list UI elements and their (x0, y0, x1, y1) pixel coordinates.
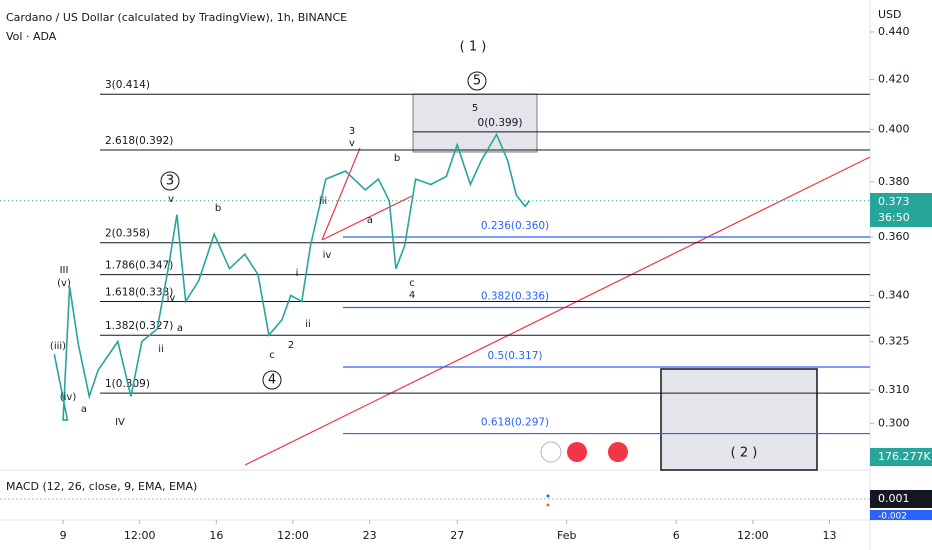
wave-label: i (296, 268, 299, 279)
wave-label: iv (323, 250, 332, 261)
wave-label: III (60, 265, 69, 276)
x-tick-label: 6 (673, 529, 680, 542)
x-tick-label: Feb (557, 529, 576, 542)
wave-label: ii (158, 344, 164, 355)
wave-label: ( 2 ) (731, 446, 758, 461)
wave-circle (262, 370, 282, 390)
price-badge (870, 193, 932, 227)
wave-label: b (394, 153, 400, 164)
wave-label: 5 (472, 103, 478, 114)
signal-badge (870, 510, 932, 520)
target-box (412, 93, 538, 153)
fib-label: 2(0.358) (105, 228, 150, 240)
wave-label: ii (305, 319, 311, 330)
macd-badge (870, 490, 932, 508)
icon[interactable] (567, 442, 587, 462)
fib-label: 1.618(0.338) (105, 286, 173, 298)
y-tick-label: 0.340 (878, 288, 910, 301)
trendline (321, 195, 413, 241)
y-tick-label: 0.400 (878, 122, 910, 135)
y-tick-label: 0.420 (878, 73, 910, 86)
y-tick-label: 0.360 (878, 230, 910, 243)
fib-label: 1.382(0.327) (105, 320, 173, 332)
target-box (660, 368, 818, 471)
x-tick-label: 23 (363, 529, 377, 542)
wave-label: 3 (166, 174, 174, 189)
signal-value: -0.002 (878, 512, 907, 522)
wave-label: a (177, 323, 183, 334)
y-tick-label: 0.440 (878, 25, 910, 38)
macd-point (546, 503, 550, 507)
macd-value: 0.001 (878, 492, 910, 505)
wave-circle (160, 171, 180, 191)
fib-label: 1.786(0.347) (105, 260, 173, 272)
fib-label: 0.5(0.317) (488, 350, 543, 362)
fib-label: 0(0.399) (478, 117, 523, 129)
countdown: 36:50 (878, 211, 910, 224)
axis-unit: USD (878, 8, 902, 21)
wave-label: b (215, 203, 221, 214)
fib-label: 2.618(0.392) (105, 135, 173, 147)
volume-title: Vol · ADA (6, 30, 57, 43)
wave-label: IV (115, 417, 125, 428)
macd-title: MACD (12, 26, close, 9, EMA, EMA) (6, 480, 197, 493)
wave-label: v (349, 138, 355, 149)
wave-circle (467, 71, 487, 91)
fib-label: 0.382(0.336) (481, 291, 549, 303)
wave-label: (v) (57, 278, 71, 289)
fib-levels: 3(0.414) 2.618(0.392) 2(0.358) 1.786(0.347)… (0, 79, 870, 435)
volume-badge (870, 448, 932, 466)
wave-label: 5 (473, 74, 481, 89)
wave-label: 2 (288, 340, 294, 351)
fib-label: 0.236(0.360) (481, 220, 549, 232)
volume-label: 176.277K (878, 450, 931, 463)
wave-label: c (409, 278, 415, 289)
x-tick-label: 27 (450, 529, 464, 542)
y-tick-label: 0.325 (878, 335, 910, 348)
wave-labels: ( 1 )534( 2 )III(v)(iii)(iv)aIVvbaiviic2… (50, 40, 757, 461)
wave-label: v (168, 194, 174, 205)
wave-label: 3 (349, 126, 355, 137)
wave-label: 4 (409, 290, 415, 301)
x-tick-label: 12:00 (277, 529, 309, 542)
wave-label: a (367, 215, 373, 226)
wave-label: ( 1 ) (460, 40, 487, 55)
icon[interactable] (608, 442, 628, 462)
y-tick-label: 0.300 (878, 416, 910, 429)
wave-label: iv (167, 293, 176, 304)
wave-label: (iv) (60, 392, 77, 403)
wave-label: (iii) (50, 341, 66, 352)
x-tick-label: 16 (209, 529, 223, 542)
y-tick-label: 0.380 (878, 175, 910, 188)
icon[interactable] (540, 441, 562, 463)
price-line (53, 132, 531, 421)
macd-point (546, 494, 550, 498)
trendline (244, 156, 871, 466)
fib-label: 0.618(0.297) (481, 417, 549, 429)
chart-title: Cardano / US Dollar (calculated by Tradi… (6, 11, 347, 24)
wave-label: c (269, 350, 275, 361)
last-price: 0.373 (878, 195, 910, 208)
x-tick-label: 12:00 (124, 529, 156, 542)
wave-label: 4 (268, 373, 276, 388)
x-tick-label: 9 (60, 529, 67, 542)
wave-label: iii (319, 196, 327, 207)
x-tick-label: 13 (822, 529, 836, 542)
x-axis: 9 12:00 16 12:00 23 27 Feb 6 12:00 13 (60, 520, 836, 542)
y-tick-label: 0.310 (878, 383, 910, 396)
fib-label: 3(0.414) (105, 79, 150, 91)
plot (53, 132, 531, 421)
wave-label: a (81, 404, 87, 415)
x-tick-label: 12:00 (737, 529, 769, 542)
trendline (321, 147, 361, 241)
